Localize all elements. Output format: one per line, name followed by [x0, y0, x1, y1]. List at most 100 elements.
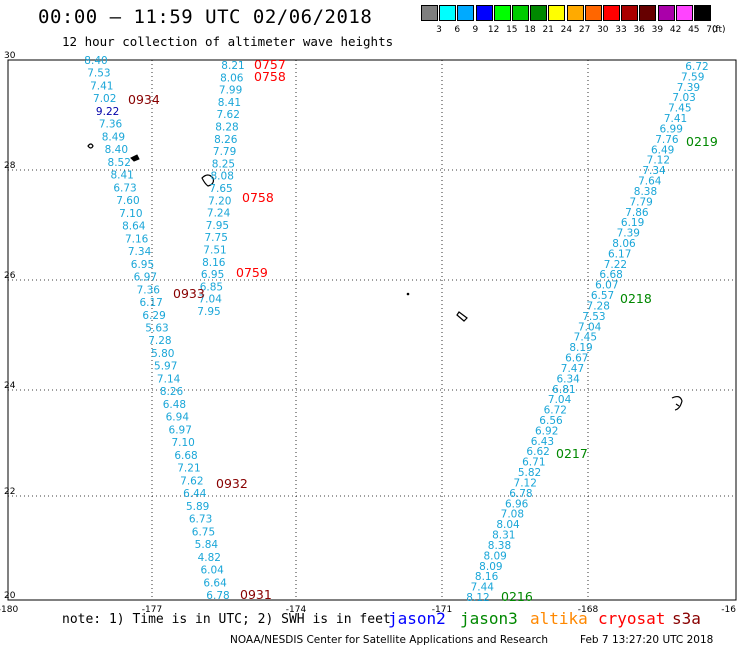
- island-shape: [130, 154, 140, 162]
- track-b-value: 8.41: [218, 97, 241, 109]
- track-b-value: 7.95: [197, 306, 220, 318]
- track-b-value: 7.75: [205, 232, 228, 244]
- legend-label: 70: [706, 25, 718, 35]
- track-a-value: 7.14: [157, 373, 181, 385]
- time-label-0757: 0757: [254, 57, 286, 72]
- track-b-value: 8.08: [211, 171, 234, 183]
- track-a-value: 6.17: [139, 297, 162, 309]
- track-c-value: 7.03: [672, 92, 695, 104]
- lat-tick-label: 28: [4, 161, 16, 171]
- legend-swatch: [530, 5, 548, 21]
- lat-tick-label: 24: [4, 381, 16, 391]
- track-c-value: 6.72: [544, 405, 567, 417]
- track-a-value: 7.36: [99, 119, 123, 131]
- footer-credit: NOAA/NESDIS Center for Satellite Applica…: [230, 634, 548, 646]
- legend-swatch: [566, 5, 584, 21]
- legend-label: 33: [615, 25, 627, 35]
- track-a-value: 5.63: [145, 323, 168, 335]
- color-legend: 3 6 9 12 15 18 21 24 27 30 33 36 39 42 45 70 (ft): [421, 5, 731, 35]
- track-a-value: 8.49: [102, 131, 125, 143]
- track-b-value: 7.65: [209, 183, 232, 195]
- legend-swatch: [657, 5, 675, 21]
- track-c-value: 7.34: [642, 165, 666, 177]
- track-c-value: 6.56: [539, 415, 563, 427]
- legend-swatch: [439, 5, 457, 21]
- track-a-value: 8.40: [84, 55, 107, 67]
- time-label-0218: 0218: [620, 291, 652, 306]
- sat-label-altika: altika: [530, 609, 588, 628]
- track-c-value: 8.06: [612, 238, 636, 250]
- time-label-0758: 0758: [242, 190, 274, 205]
- track-a-value: 6.64: [203, 577, 227, 589]
- legend-swatch: [675, 5, 693, 21]
- track-c-value: 6.68: [599, 269, 622, 281]
- legend-label: 6: [454, 25, 461, 35]
- track-a-value: 5.97: [154, 361, 177, 373]
- track-b-value: 6.85: [200, 281, 223, 293]
- lon-tick-label: -180: [0, 605, 18, 615]
- legend-label: 15: [506, 25, 518, 35]
- sat-label-jason3: jason3: [460, 609, 518, 628]
- track-c-value: 6.07: [595, 280, 618, 292]
- track-a-value: 7.41: [90, 80, 113, 92]
- track-a-value: 7.21: [177, 463, 200, 475]
- track-b-value: 8.26: [214, 134, 238, 146]
- legend-label: 27: [578, 25, 591, 35]
- track-c-value: 7.64: [638, 176, 662, 188]
- legend-swatch: [639, 5, 657, 21]
- track-a-value: 7.10: [119, 208, 142, 220]
- track-c-value: 7.28: [587, 300, 610, 312]
- track-c-value: 6.17: [608, 248, 631, 260]
- track-b-value: 8.21: [221, 60, 244, 72]
- track-a-value: 5.84: [195, 539, 219, 551]
- time-label-0931: 0931: [240, 587, 272, 602]
- legend-unit: (ft): [712, 25, 726, 35]
- track-c-value: 6.81: [552, 384, 575, 396]
- track-b-value: 7.24: [207, 208, 231, 220]
- track-b-value: 7.04: [199, 294, 223, 306]
- track-c-value: 7.12: [514, 477, 537, 489]
- footer-timestamp: Feb 7 13:27:20 UTC 2018: [580, 634, 714, 646]
- track-b-value: 7.79: [213, 146, 236, 158]
- time-label-0216: 0216: [501, 589, 533, 604]
- island-shape: [406, 292, 410, 296]
- track-c-value: 8.19: [569, 342, 592, 354]
- time-label-0217: 0217: [556, 446, 588, 461]
- track-c-value: 6.19: [621, 217, 644, 229]
- track-c-value: 7.44: [471, 582, 495, 594]
- legend-label: 45: [688, 25, 700, 35]
- legend-label: 3: [436, 25, 442, 35]
- footer-note: note: 1) Time is in UTC; 2) SWH is in fe…: [62, 612, 391, 627]
- track-c-value: 6.67: [565, 353, 588, 365]
- track-c-value: 7.39: [677, 82, 700, 94]
- page-title: 00:00 – 11:59 UTC 02/06/2018: [38, 6, 373, 28]
- track-c-value: 8.12: [466, 592, 489, 604]
- track-c-value: 8.38: [634, 186, 657, 198]
- track-a-value: 8.64: [122, 221, 146, 233]
- track-a-value: 4.82: [198, 552, 221, 564]
- island-shape: [87, 143, 94, 149]
- track-c-value: 7.86: [625, 207, 649, 219]
- lat-tick-label: 26: [4, 271, 16, 281]
- time-label-0933: 0933: [173, 286, 205, 301]
- island-shape: [671, 395, 683, 411]
- track-c-value: 8.09: [479, 561, 502, 573]
- track-b-value: 7.95: [206, 220, 229, 232]
- track-a-value: 6.78: [206, 590, 229, 602]
- legend-swatch: [475, 5, 493, 21]
- track-c-value: 8.31: [492, 530, 515, 542]
- island-shape: [201, 174, 215, 187]
- track-a-value: 6.48: [163, 399, 186, 411]
- track-c-value: 6.57: [591, 290, 614, 302]
- track-b-value: 7.99: [219, 85, 242, 97]
- track-c-value: 6.49: [651, 144, 674, 156]
- track-a-value: 5.80: [151, 348, 174, 360]
- legend-swatch: [584, 5, 602, 21]
- track-c-value: 7.08: [501, 509, 524, 521]
- sat-label-jason2: jason2: [388, 609, 446, 628]
- track-a-value: 8.40: [105, 144, 128, 156]
- lat-tick-label: 30: [4, 51, 16, 61]
- legend-swatch: [603, 5, 620, 21]
- map-frame: [7, 59, 737, 601]
- track-c-value: 7.47: [561, 363, 584, 375]
